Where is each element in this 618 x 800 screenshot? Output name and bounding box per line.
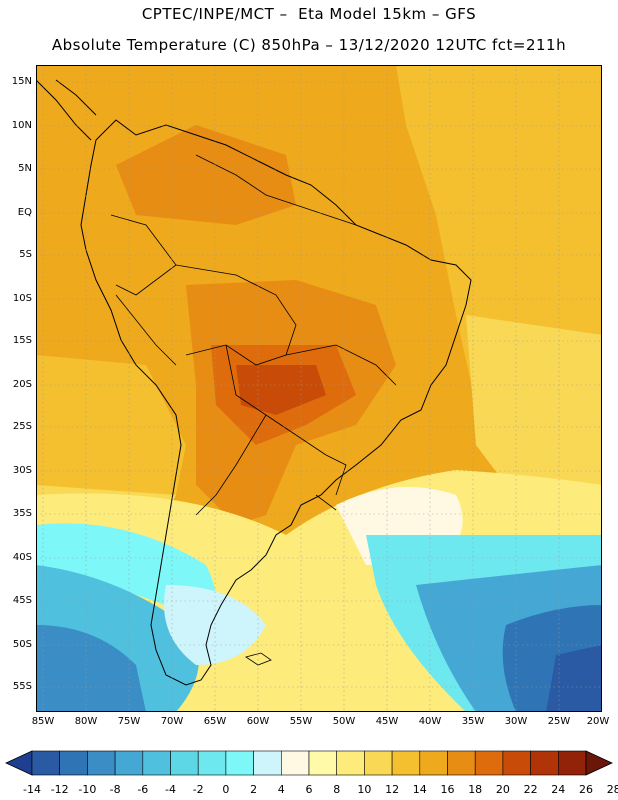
lon-label: 50W — [332, 716, 356, 727]
colorbar-cell — [280, 750, 310, 776]
lon-label: 45W — [375, 716, 399, 727]
colorbar-label: 4 — [277, 783, 285, 796]
colorbar-label: 12 — [385, 783, 400, 796]
lat-label: 40S — [12, 552, 32, 563]
coastline-central-america — [36, 79, 97, 141]
lon-label: 75W — [117, 716, 141, 727]
colorbar-label: 26 — [579, 783, 593, 796]
colorbar-cell — [474, 750, 504, 776]
colorbar-label: 2 — [250, 783, 258, 796]
lon-label: 85W — [31, 716, 55, 727]
lat-label: 50S — [12, 639, 32, 650]
lat-label: 15S — [12, 335, 32, 346]
lat-label: 55S — [12, 681, 32, 692]
colorbar-cell — [502, 750, 531, 776]
colorbar-cell — [336, 750, 365, 776]
field-south-blue — [36, 625, 146, 712]
colorbar-label: -12 — [50, 783, 69, 796]
colorbar-cell — [253, 750, 282, 776]
lat-label: 20S — [12, 379, 32, 390]
colorbar-arrow-left — [5, 750, 33, 776]
lon-label: 35W — [461, 716, 485, 727]
colorbar-cell — [364, 750, 393, 776]
lat-label: 35S — [12, 508, 32, 519]
colorbar-label: -6 — [137, 783, 149, 796]
colorbar-cell — [114, 750, 144, 776]
field-atlantic-yellow — [466, 315, 602, 485]
colorbar-cell — [557, 750, 587, 776]
colorbar-cell — [419, 750, 448, 776]
colorbar-cell — [530, 750, 559, 776]
colorbar-cell — [170, 750, 199, 776]
colorbar-label: 16 — [440, 783, 455, 796]
colorbar-label: 18 — [468, 783, 483, 796]
colorbar-label: 28 — [606, 783, 618, 796]
lat-label: EQ — [17, 207, 32, 218]
colorbar-label: 22 — [523, 783, 538, 796]
field-north-warm — [116, 125, 296, 225]
colorbar-label: -4 — [165, 783, 176, 796]
colorbar-label: 24 — [551, 783, 566, 796]
colorbar-label: 8 — [333, 783, 341, 796]
lon-label: 20W — [586, 716, 610, 727]
colorbar-cell — [447, 750, 476, 776]
chart-title-line2: Absolute Temperature (C) 850hPa – 13/12/… — [51, 36, 567, 54]
lat-label: 30S — [12, 465, 32, 476]
lon-label: 40W — [418, 716, 442, 727]
colorbar-label: 10 — [357, 783, 372, 796]
colorbar-label: -8 — [109, 783, 121, 796]
map-frame — [36, 65, 602, 712]
colorbar-cell — [308, 750, 338, 776]
colorbar-cell — [391, 750, 421, 776]
lon-label: 25W — [547, 716, 571, 727]
lat-label: 5S — [19, 249, 32, 260]
colorbar-cell — [59, 750, 88, 776]
colorbar-label: -2 — [192, 783, 204, 796]
country-borders — [110, 154, 397, 516]
chart-title-line1: CPTEC/INPE/MCT – Eta Model 15km – GFS — [141, 5, 477, 23]
lat-label: 10S — [12, 293, 32, 304]
lon-label: 80W — [74, 716, 98, 727]
colorbar-label: -14 — [23, 783, 41, 796]
lat-label: 15N — [11, 76, 32, 87]
colorbar-label: 6 — [305, 783, 313, 796]
field-continent-core — [236, 365, 326, 415]
colorbar-cell — [225, 750, 254, 776]
lat-label: 5N — [18, 163, 32, 174]
falkland-islands — [245, 652, 272, 666]
field-southeast-deep — [546, 645, 602, 712]
temperature-map — [36, 65, 602, 712]
coastline-south-america — [80, 119, 472, 686]
colorbar-cell — [87, 750, 116, 776]
colorbar — [5, 750, 613, 776]
colorbar-label: 14 — [412, 783, 427, 796]
colorbar-cell — [197, 750, 227, 776]
colorbar-label: 20 — [495, 783, 510, 796]
colorbar-cell — [142, 750, 171, 776]
colorbar-label: -10 — [78, 783, 97, 796]
colorbar-label: 0 — [222, 783, 230, 796]
lon-label: 60W — [246, 716, 270, 727]
lon-label: 70W — [160, 716, 184, 727]
lat-label: 10N — [11, 120, 32, 131]
lon-label: 55W — [289, 716, 313, 727]
colorbar-arrow-right — [585, 750, 613, 776]
lon-label: 65W — [203, 716, 227, 727]
lat-label: 45S — [12, 595, 32, 606]
lon-label: 30W — [504, 716, 528, 727]
field-pacific-warm — [36, 355, 186, 495]
lat-label: 25S — [12, 421, 32, 432]
colorbar-cell — [31, 750, 61, 776]
